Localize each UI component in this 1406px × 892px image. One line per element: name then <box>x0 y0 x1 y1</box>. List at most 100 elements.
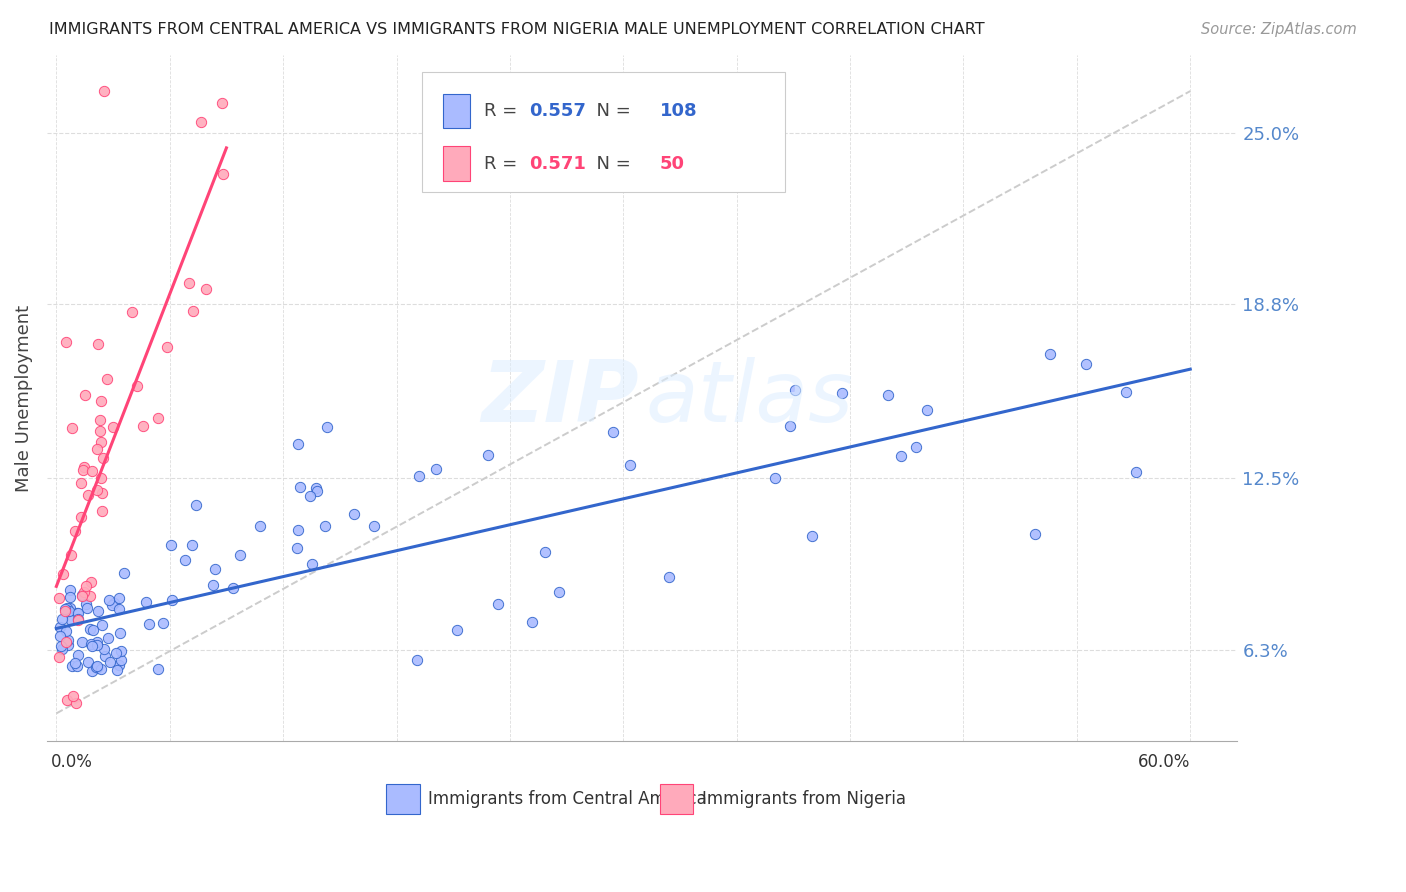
Point <box>801 529 824 543</box>
Point <box>425 461 447 475</box>
Point <box>405 653 427 667</box>
Point <box>446 624 468 638</box>
Point <box>72 463 94 477</box>
Point <box>90 662 112 676</box>
Point <box>63 524 86 538</box>
Point <box>91 451 114 466</box>
Text: ZIP: ZIP <box>481 357 638 440</box>
Point <box>89 412 111 426</box>
Point <box>1125 465 1147 479</box>
Point <box>477 448 499 462</box>
Point <box>56 693 79 707</box>
Text: 0.557: 0.557 <box>529 102 586 120</box>
Point <box>51 642 73 657</box>
Point <box>86 604 108 618</box>
Text: R =: R = <box>484 102 523 120</box>
FancyBboxPatch shape <box>443 146 470 181</box>
Text: Immigrants from Nigeria: Immigrants from Nigeria <box>702 790 905 808</box>
Point <box>86 638 108 652</box>
Point <box>108 657 131 672</box>
Point <box>79 590 101 604</box>
Text: Immigrants from Central America: Immigrants from Central America <box>427 790 707 808</box>
Point <box>86 442 108 456</box>
Point <box>108 591 131 606</box>
Point <box>1039 347 1062 361</box>
Point <box>70 635 93 649</box>
Point <box>67 612 90 626</box>
Text: 50: 50 <box>659 154 685 172</box>
Point <box>66 607 89 621</box>
Point <box>59 600 82 615</box>
Point <box>49 630 72 644</box>
Point <box>285 541 308 555</box>
Point <box>343 507 366 521</box>
Point <box>184 498 207 512</box>
Point <box>91 618 114 632</box>
Point <box>97 631 120 645</box>
Point <box>121 305 143 319</box>
Point <box>905 440 928 454</box>
Point <box>159 538 181 552</box>
Text: R =: R = <box>484 154 523 172</box>
Point <box>125 379 148 393</box>
Point <box>59 582 82 597</box>
Text: N =: N = <box>585 102 637 120</box>
Point <box>98 655 121 669</box>
Point <box>105 663 128 677</box>
Point <box>222 581 245 595</box>
Point <box>138 616 160 631</box>
FancyBboxPatch shape <box>387 784 419 814</box>
Point <box>202 577 225 591</box>
Point <box>90 470 112 484</box>
Point <box>619 458 641 473</box>
Point <box>177 276 200 290</box>
Point <box>890 449 912 463</box>
Point <box>53 604 76 618</box>
Point <box>287 523 309 537</box>
Point <box>103 420 125 434</box>
Point <box>80 639 103 653</box>
Point <box>212 167 235 181</box>
Point <box>135 595 157 609</box>
Point <box>174 553 197 567</box>
Point <box>314 519 336 533</box>
Point <box>602 425 624 439</box>
Point <box>305 481 328 495</box>
Point <box>548 585 571 599</box>
Point <box>55 334 77 349</box>
Point <box>779 419 801 434</box>
Point <box>1024 527 1046 541</box>
Point <box>55 635 77 649</box>
Point <box>86 661 108 675</box>
Point <box>60 613 83 627</box>
Point <box>66 613 89 627</box>
FancyBboxPatch shape <box>443 94 470 128</box>
Point <box>60 658 83 673</box>
Point <box>48 620 70 634</box>
Point <box>917 402 939 417</box>
Point <box>160 593 183 607</box>
Point <box>86 658 108 673</box>
Point <box>90 504 112 518</box>
Point <box>94 648 117 663</box>
Point <box>180 538 202 552</box>
Point <box>86 483 108 497</box>
Point <box>363 518 385 533</box>
Text: atlas: atlas <box>645 357 853 440</box>
Point <box>59 590 82 604</box>
Point <box>66 658 89 673</box>
Point <box>76 488 98 502</box>
Point <box>82 623 104 637</box>
Point <box>195 282 218 296</box>
Point <box>55 624 77 638</box>
Point <box>58 632 80 647</box>
Y-axis label: Male Unemployment: Male Unemployment <box>15 304 32 491</box>
Point <box>181 304 204 318</box>
Point <box>69 475 91 490</box>
Point <box>190 115 212 129</box>
Point <box>80 637 103 651</box>
Point <box>58 638 80 652</box>
Point <box>48 591 70 605</box>
Point <box>72 589 94 603</box>
Point <box>104 646 127 660</box>
